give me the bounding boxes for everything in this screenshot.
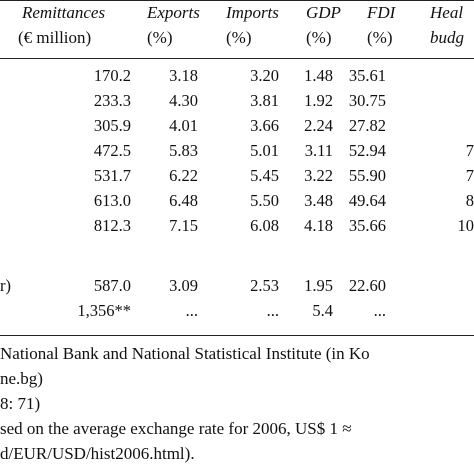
cell-imports: 3.66 <box>250 116 279 135</box>
cell-imports: 6.08 <box>250 216 279 235</box>
cell-remittances: 531.7 <box>93 166 131 185</box>
cell-imports: 5.50 <box>250 191 279 210</box>
col-header-imports: Imports <box>226 3 279 22</box>
cell-remittances: 613.0 <box>93 191 131 210</box>
cell-fdi: 55.90 <box>348 166 386 185</box>
cell-imports: 3.81 <box>250 91 279 110</box>
col-sub-health: budg <box>430 28 464 47</box>
cell-imports: 5.01 <box>250 141 279 160</box>
cell-imports: 5.45 <box>250 166 279 185</box>
cell-remittances: 1,356** <box>77 301 131 320</box>
note-line: ne.bg) <box>0 369 43 388</box>
bottom-rule <box>0 335 474 336</box>
cell-exports: 6.22 <box>169 166 198 185</box>
col-header-exports: Exports <box>147 3 200 22</box>
cell-exports: 3.18 <box>169 66 198 85</box>
cell-imports: 2.53 <box>250 276 279 295</box>
col-sub-remittances: (€ million) <box>18 28 92 47</box>
cell-health: 10 <box>457 216 474 235</box>
cell-gdp: 1.95 <box>304 276 333 295</box>
col-sub-gdp: (%) <box>306 28 332 47</box>
cell-remittances: 305.9 <box>93 116 131 135</box>
cell-fdi: 22.60 <box>348 276 386 295</box>
cell-fdi: 30.75 <box>348 91 386 110</box>
cell-exports: 6.48 <box>169 191 198 210</box>
cell-exports: 4.30 <box>169 91 198 110</box>
cell-remittances: 170.2 <box>93 66 131 85</box>
cell-exports: 7.15 <box>169 216 198 235</box>
note-line: 8: 71) <box>0 394 41 413</box>
cell-gdp: 5.4 <box>312 301 333 320</box>
cell-gdp: 1.48 <box>304 66 333 85</box>
note-line: sed on the average exchange rate for 200… <box>0 419 352 438</box>
col-sub-fdi: (%) <box>367 28 393 47</box>
cell-fdi: 35.61 <box>348 66 386 85</box>
cell-remittances: 472.5 <box>93 141 131 160</box>
cell-remittances: 233.3 <box>93 91 131 110</box>
cell-health: 7 <box>465 166 474 185</box>
col-header-remittances: Remittances <box>22 3 106 22</box>
col-sub-exports: (%) <box>147 28 173 47</box>
col-header-health: Heal <box>430 3 464 22</box>
note-line: National Bank and National Statistical I… <box>0 344 370 363</box>
col-header-fdi: FDI <box>367 3 396 22</box>
cell-health: 8 <box>465 191 474 210</box>
col-header-gdp: GDP <box>306 3 341 22</box>
cell-fdi: 49.64 <box>348 191 386 210</box>
cell-exports: 4.01 <box>169 116 198 135</box>
cell-gdp: 3.22 <box>304 166 333 185</box>
cell-fdi: 35.66 <box>348 216 386 235</box>
cell-remittances: 587.0 <box>93 276 131 295</box>
cell-fdi: 52.94 <box>348 141 386 160</box>
cell-health: 7 <box>465 141 474 160</box>
cell-gdp: 1.92 <box>304 91 333 110</box>
cell-exports: ... <box>185 301 198 320</box>
cell-fdi: 27.82 <box>348 116 386 135</box>
cell-gdp: 3.11 <box>304 141 333 160</box>
cell-exports: 3.09 <box>169 276 198 295</box>
cell-remittances: 812.3 <box>93 216 131 235</box>
note-line: d/EUR/USD/hist2006.html). <box>0 444 195 463</box>
top-rule <box>0 0 474 1</box>
row-label: r) <box>0 276 11 295</box>
cell-gdp: 2.24 <box>304 116 333 135</box>
cell-fdi: ... <box>373 301 386 320</box>
header-rule <box>0 58 474 59</box>
cell-imports: ... <box>266 301 279 320</box>
cell-imports: 3.20 <box>250 66 279 85</box>
cell-gdp: 4.18 <box>304 216 333 235</box>
cell-gdp: 3.48 <box>304 191 333 210</box>
cell-exports: 5.83 <box>169 141 198 160</box>
col-sub-imports: (%) <box>226 28 252 47</box>
